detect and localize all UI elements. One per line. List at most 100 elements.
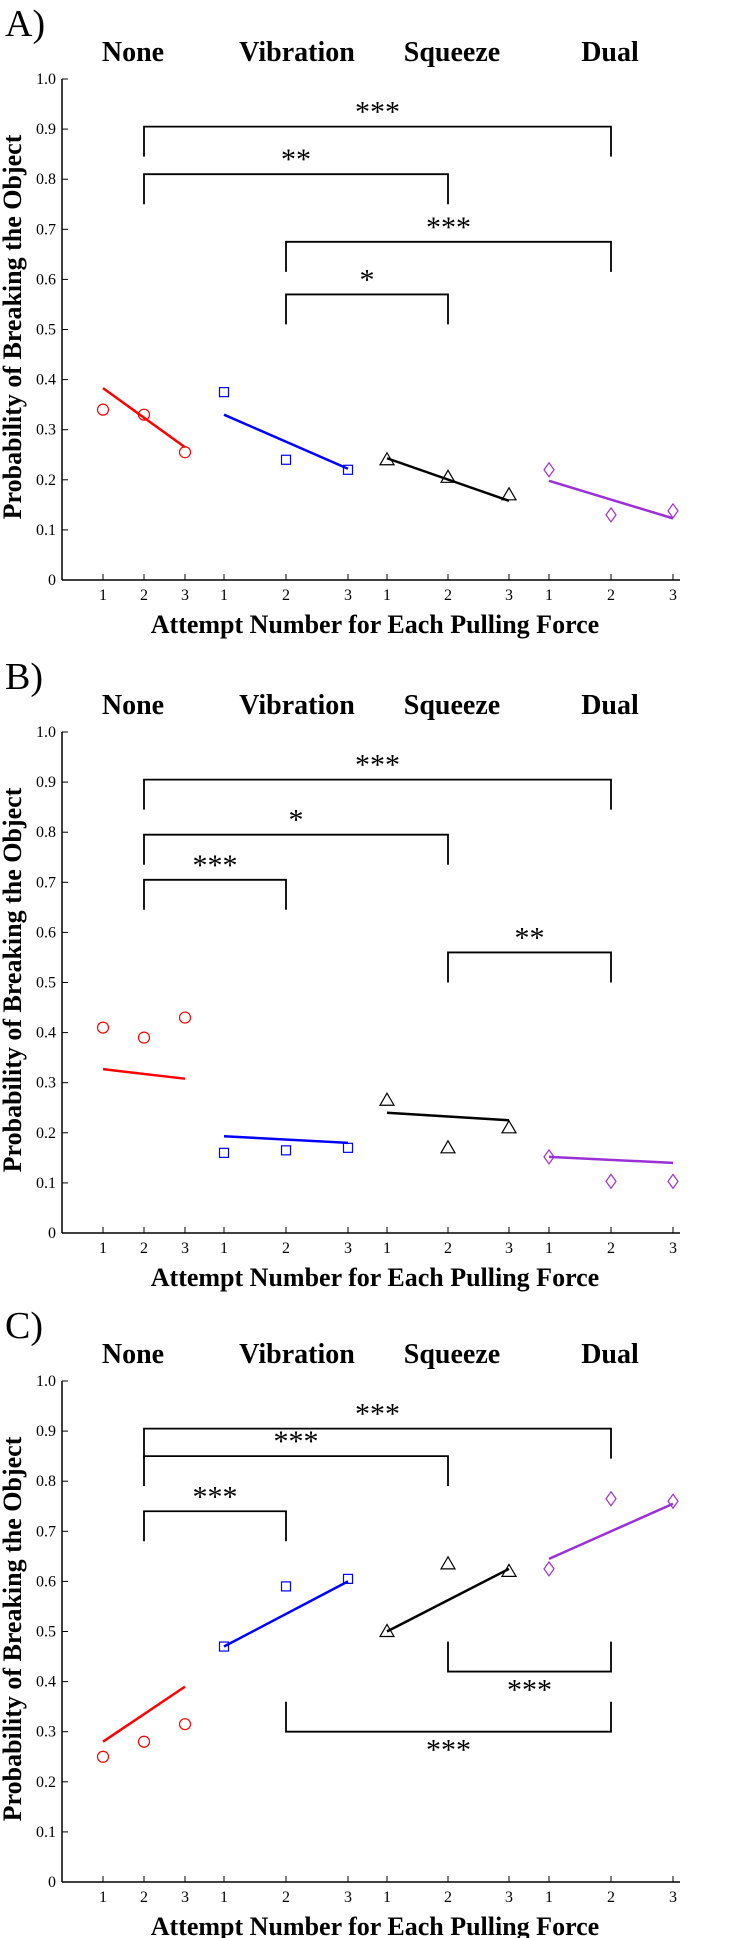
data-point-squeeze-2 (439, 1139, 457, 1154)
condition-label-none-1: None (102, 37, 164, 68)
y-tick-label-1: 0.9 (36, 121, 56, 138)
y-tick-label-3: 1.0 (36, 1373, 56, 1390)
y-tick-label-1: 0.2 (36, 472, 56, 489)
y-tick-label-2: 0.5 (36, 975, 56, 992)
significance-bracket-3 (285, 1701, 612, 1733)
data-point-none-1 (137, 408, 151, 421)
x-tick-label-3: 2 (140, 1889, 148, 1906)
condition-label-vibration-2: Vibration (239, 690, 355, 721)
data-point-squeeze-2 (378, 1092, 396, 1106)
y-tick-label-2: 0.6 (36, 924, 56, 941)
panel-label-1: A) (5, 3, 45, 45)
fit-line-squeeze-3 (386, 1567, 510, 1633)
y-tick-label-2: 0.9 (36, 774, 56, 791)
x-tick-label-2: 3 (505, 1240, 513, 1257)
panel-2: B) None Vibration Squeeze Dual 0 0.1 0.2 0.3 0.4 0… (0, 656, 680, 1292)
condition-label-dual-2: Dual (581, 690, 639, 721)
significance-label-1: ** (281, 143, 311, 176)
x-tick-label-3: 3 (669, 1889, 677, 1906)
significance-label-3: *** (193, 1480, 238, 1513)
condition-label-squeeze-3: Squeeze (404, 1339, 500, 1370)
x-tick-label-2: 2 (607, 1240, 615, 1257)
significance-bracket-3 (143, 1455, 449, 1487)
y-tick-label-1: 0.6 (36, 271, 56, 288)
condition-label-dual-3: Dual (581, 1339, 639, 1370)
x-tick-label-3: 1 (383, 1889, 391, 1906)
x-tick-label-3: 1 (99, 1889, 107, 1906)
significance-bracket-1 (143, 173, 449, 205)
panel-label-2: B) (5, 656, 43, 698)
y-tick-label-3: 0 (48, 1874, 56, 1891)
data-point-dual-2 (605, 1173, 617, 1190)
data-point-none-2 (178, 1011, 192, 1024)
x-tick-label-2: 2 (444, 1240, 452, 1257)
y-tick-label-3: 0.8 (36, 1473, 56, 1490)
y-tick-label-1: 0.1 (36, 522, 56, 539)
data-point-squeeze-1 (500, 486, 518, 501)
x-tick-label-2: 3 (181, 1240, 189, 1257)
y-tick-label-2: 1.0 (36, 724, 56, 741)
data-point-vibration-3 (280, 1581, 292, 1592)
y-tick-label-2: 0.4 (36, 1025, 56, 1042)
data-point-dual-3 (605, 1490, 617, 1507)
data-point-vibration-1 (342, 464, 354, 475)
x-tick-label-2: 3 (344, 1240, 352, 1257)
data-point-dual-3 (543, 1560, 555, 1577)
data-point-dual-1 (543, 461, 555, 478)
x-tick-label-1: 3 (669, 587, 677, 604)
panel-label-3: C) (5, 1305, 43, 1347)
fit-line-vibration-1 (223, 413, 349, 470)
data-point-none-3 (96, 1750, 110, 1763)
y-tick-label-3: 0.9 (36, 1423, 56, 1440)
panel-1: A) None Vibration Squeeze Dual 0 0.1 0.2 0.3 0.4 0… (0, 3, 680, 639)
y-tick-label-3: 0.6 (36, 1573, 56, 1590)
x-tick-label-1: 3 (181, 587, 189, 604)
y-tick-label-1: 0.5 (36, 322, 56, 339)
y-tick-label-3: 0.4 (36, 1674, 56, 1691)
data-point-vibration-2 (280, 1145, 292, 1156)
y-tick-label-1: 1.0 (36, 71, 56, 88)
y-tick-label-3: 0.7 (36, 1523, 56, 1540)
x-tick-label-2: 3 (669, 1240, 677, 1257)
data-point-dual-1 (667, 502, 679, 519)
data-point-squeeze-3 (378, 1623, 396, 1638)
y-tick-label-2: 0 (48, 1225, 56, 1242)
x-tick-label-3: 2 (282, 1889, 290, 1906)
data-point-dual-2 (667, 1173, 679, 1190)
y-tick-label-1: 0.8 (36, 171, 56, 188)
condition-label-squeeze-2: Squeeze (404, 690, 500, 721)
condition-label-none-2: None (102, 690, 164, 721)
significance-bracket-2 (143, 778, 612, 810)
significance-label-1: *** (355, 96, 400, 129)
y-tick-label-2: 0.3 (36, 1075, 56, 1092)
y-tick-label-2: 0.2 (36, 1125, 56, 1142)
x-tick-label-2: 1 (383, 1240, 391, 1257)
data-point-vibration-2 (218, 1147, 230, 1158)
x-tick-label-3: 3 (181, 1889, 189, 1906)
condition-label-vibration-1: Vibration (239, 37, 355, 68)
x-tick-label-2: 2 (282, 1240, 290, 1257)
data-point-vibration-1 (218, 387, 230, 398)
condition-label-none-3: None (102, 1339, 164, 1370)
data-point-vibration-3 (342, 1573, 354, 1584)
fit-line-vibration-2 (223, 1135, 349, 1145)
y-axis-label-1: Probability of Breaking the Object (0, 134, 27, 519)
panel-3: C) None Vibration Squeeze Dual 0 0.1 0.2 0.3 0.4 0… (0, 1305, 680, 1938)
significance-bracket-2 (143, 833, 449, 865)
data-point-none-1 (96, 403, 110, 416)
x-axis-label-2: Attempt Number for Each Pulling Force (151, 1263, 599, 1292)
condition-label-squeeze-1: Squeeze (404, 37, 500, 68)
significance-label-1: * (360, 263, 375, 296)
x-tick-label-3: 3 (505, 1889, 513, 1906)
y-axis-label-2: Probability of Breaking the Object (0, 787, 27, 1172)
y-tick-label-3: 0.5 (36, 1624, 56, 1641)
x-tick-label-1: 1 (99, 587, 107, 604)
data-point-squeeze-1 (439, 469, 457, 483)
x-tick-label-1: 1 (220, 587, 228, 604)
x-tick-label-3: 2 (607, 1889, 615, 1906)
significance-label-3: *** (426, 1734, 471, 1767)
significance-bracket-2 (447, 951, 612, 983)
significance-label-2: *** (355, 749, 400, 782)
y-tick-label-1: 0.3 (36, 422, 56, 439)
